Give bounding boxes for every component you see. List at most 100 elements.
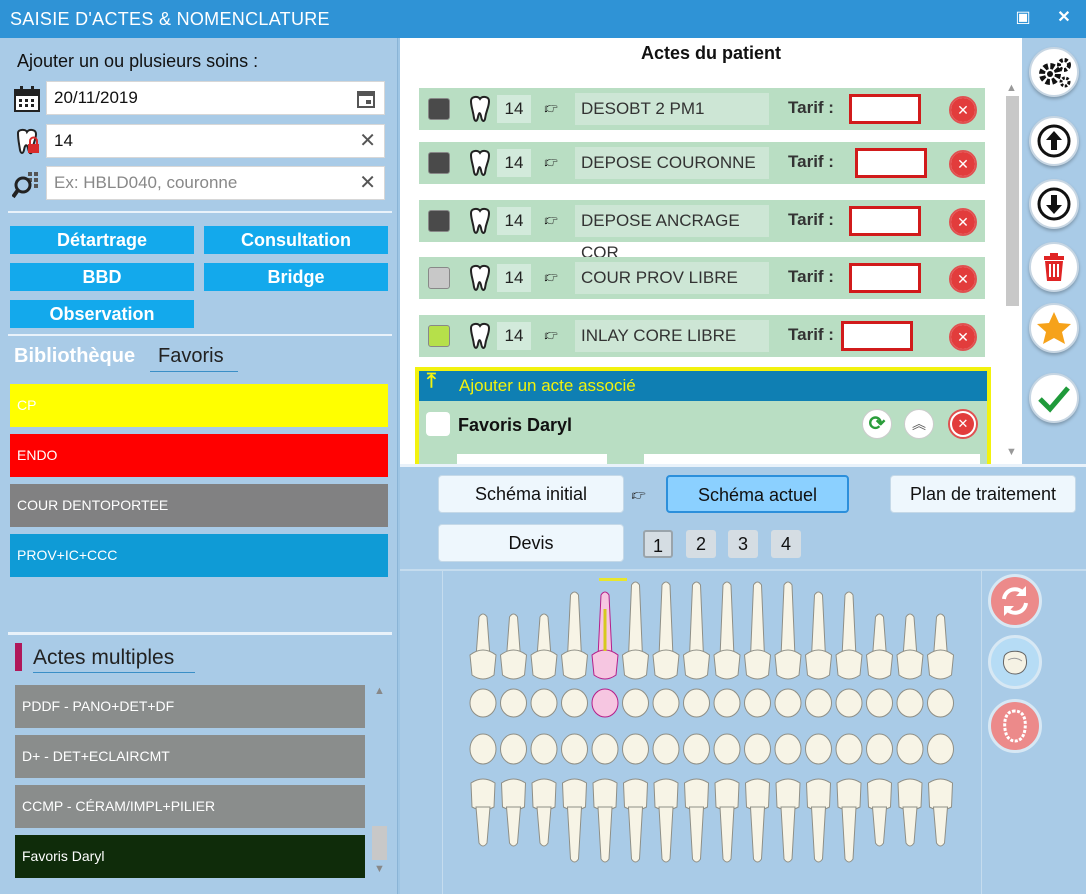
tarif-label: Tarif : <box>788 210 834 229</box>
remove-favoris-icon[interactable]: ✕ <box>948 409 978 439</box>
crown-view-button[interactable] <box>988 635 1042 689</box>
delete-act-icon[interactable] <box>949 323 977 351</box>
act-row[interactable]: 14 👉︎ DESOBT 2 PM1 Tarif : <box>419 88 985 130</box>
scroll-down-icon[interactable]: ▼ <box>1006 446 1017 458</box>
multi-act-item[interactable]: PDDF - PANO+DET+DF <box>15 685 365 728</box>
favorite-button[interactable] <box>1029 303 1079 353</box>
page-3-button[interactable]: 3 <box>728 530 758 558</box>
tarif-field[interactable] <box>841 321 913 351</box>
delete-act-icon[interactable] <box>949 265 977 293</box>
initial-schema-button[interactable]: Schéma initial <box>438 475 624 513</box>
date-picker-icon[interactable] <box>356 89 376 109</box>
favorite-item[interactable]: ENDO <box>10 434 388 477</box>
lower-tooth-root <box>810 806 827 863</box>
upper-tooth-root <box>902 613 918 658</box>
act-status-square[interactable] <box>428 267 450 289</box>
favorite-item[interactable]: CP <box>10 384 388 427</box>
act-row[interactable]: 14 👉︎ DEPOSE ANCRAGE COR Tarif : <box>419 200 985 262</box>
move-down-button[interactable] <box>1029 179 1079 229</box>
page-1-button[interactable]: 1 <box>643 530 673 558</box>
add-associated-act-label: Ajouter un acte associé <box>459 376 636 395</box>
act-status-square[interactable] <box>428 325 450 347</box>
collapse-up-icon[interactable]: ︽ <box>904 409 934 439</box>
lower-tooth-crown <box>653 778 679 811</box>
refresh-icon[interactable]: ⟳ <box>862 409 892 439</box>
tab-favorites[interactable]: Favoris <box>150 345 238 372</box>
lower-tooth-occlusal <box>713 733 741 765</box>
act-status-square[interactable] <box>428 98 450 120</box>
act-row[interactable]: 14 👉︎ DEPOSE COURONNE Tarif : <box>419 142 985 184</box>
lower-tooth-occlusal <box>805 733 832 765</box>
scroll-up-icon[interactable]: ▲ <box>374 685 385 697</box>
lower-tooth-occlusal <box>896 733 924 765</box>
delete-act-icon[interactable] <box>949 150 977 178</box>
upper-tooth-root <box>780 581 796 658</box>
page-2-button[interactable]: 2 <box>686 530 716 558</box>
multi-act-label: Favoris Daryl <box>22 848 105 864</box>
add-care-heading: Ajouter un ou plusieurs soins : <box>17 51 259 71</box>
reset-chart-button[interactable] <box>988 574 1042 628</box>
delete-act-icon[interactable] <box>949 96 977 124</box>
category-detartrage-button[interactable]: Détartrage <box>10 226 194 254</box>
lower-tooth-root <box>627 806 644 863</box>
scroll-down-icon[interactable]: ▼ <box>374 863 385 875</box>
category-consultation-button[interactable]: Consultation <box>204 226 388 254</box>
favorite-item[interactable]: PROV+IC+CCC <box>10 534 388 577</box>
favoris-checkbox[interactable] <box>426 412 450 436</box>
treatment-plan-button[interactable]: Plan de traitement <box>890 475 1076 513</box>
multi-act-item[interactable]: D+ - DET+ECLAIRCMT <box>15 735 365 778</box>
act-row[interactable]: 14 👉︎ COUR PROV LIBRE Tarif : <box>419 257 985 299</box>
settings-button[interactable] <box>1029 47 1079 97</box>
tarif-field[interactable] <box>849 263 921 293</box>
tab-library[interactable]: Bibliothèque <box>14 345 136 367</box>
tooth-icon <box>467 207 493 240</box>
current-schema-button[interactable]: Schéma actuel <box>666 475 849 513</box>
acts-scrollbar[interactable]: ▲ ▼ <box>1004 82 1020 462</box>
multi-act-item[interactable]: CCMP - CÉRAM/IMPL+PILIER <box>15 785 365 828</box>
clear-tooth-icon[interactable]: ✕ <box>359 130 376 152</box>
upper-tooth-root <box>658 581 674 658</box>
tooth-number-value: 14 <box>54 131 73 150</box>
favorite-item-label: PROV+IC+CCC <box>17 547 118 563</box>
multi-act-label: D+ - DET+ECLAIRCMT <box>22 748 170 764</box>
favorite-item[interactable]: COUR DENTOPORTEE <box>10 484 388 527</box>
dental-chart[interactable] <box>442 571 982 894</box>
validate-button[interactable] <box>1029 373 1079 423</box>
scroll-thumb[interactable] <box>1006 96 1019 306</box>
close-window-icon[interactable]: ✕ <box>1057 9 1071 26</box>
tarif-field[interactable] <box>849 206 921 236</box>
lower-tooth-root <box>932 806 949 847</box>
arch-view-button[interactable] <box>988 699 1042 753</box>
add-associated-act-bar[interactable]: ⤒ Ajouter un acte associé <box>419 370 987 401</box>
scroll-up-icon[interactable]: ▲ <box>1006 82 1017 94</box>
act-status-square[interactable] <box>428 152 450 174</box>
lower-tooth-crown <box>836 778 862 811</box>
multi-acts-scrollbar[interactable]: ▲ ▼ <box>372 685 387 878</box>
lower-tooth-crown <box>805 778 832 811</box>
act-tooth-number: 14 <box>497 322 531 350</box>
act-tooth-number: 14 <box>497 149 531 177</box>
multi-act-item[interactable]: Favoris Daryl <box>15 835 365 878</box>
category-bbd-button[interactable]: BBD <box>10 263 194 291</box>
lower-tooth-root <box>475 806 491 847</box>
category-bridge-button[interactable]: Bridge <box>204 263 388 291</box>
tarif-field[interactable] <box>855 148 927 178</box>
act-status-square[interactable] <box>428 210 450 232</box>
quote-button[interactable]: Devis <box>438 524 624 562</box>
clear-search-icon[interactable]: ✕ <box>359 172 376 194</box>
page-4-button[interactable]: 4 <box>771 530 801 558</box>
date-field[interactable]: 20/11/2019 <box>46 81 385 115</box>
delete-button[interactable] <box>1029 242 1079 292</box>
dental-arch[interactable] <box>443 571 983 894</box>
upper-tooth-occlusal <box>469 688 497 718</box>
category-observation-button[interactable]: Observation <box>10 300 194 328</box>
restore-window-icon[interactable]: ▣ <box>1015 9 1031 26</box>
move-up-button[interactable] <box>1029 116 1079 166</box>
tooth-number-field[interactable]: 14 ✕ <box>46 124 385 158</box>
tarif-field[interactable] <box>849 94 921 124</box>
act-search-field[interactable]: Ex: HBLD040, couronne ✕ <box>46 166 385 200</box>
act-row[interactable]: 14 👉︎ INLAY CORE LIBRE Tarif : <box>419 315 985 357</box>
delete-act-icon[interactable] <box>949 208 977 236</box>
tarif-label: Tarif : <box>788 152 834 171</box>
scroll-thumb[interactable] <box>372 826 387 860</box>
